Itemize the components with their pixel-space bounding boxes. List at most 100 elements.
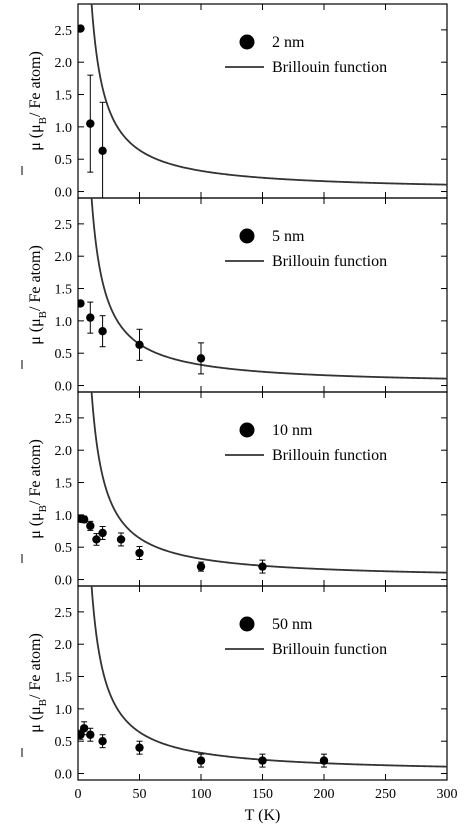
x-tick-label: 50 xyxy=(133,787,147,802)
data-point-group xyxy=(135,546,144,560)
y-tick-label: 1.0 xyxy=(55,703,73,718)
data-point xyxy=(116,535,126,544)
legend-label-brillouin: Brillouin function xyxy=(272,447,387,464)
data-point xyxy=(92,535,101,544)
y-tick-label: 1.5 xyxy=(55,671,73,686)
y-tick-label: 0.5 xyxy=(55,541,73,556)
y-tick-label: 2.0 xyxy=(55,638,73,653)
legend-label-brillouin: Brillouin function xyxy=(272,253,387,270)
data-point xyxy=(78,299,85,308)
y-tick-label: 0.0 xyxy=(55,380,73,395)
data-point-group xyxy=(92,533,101,546)
y-tick-label: 1.5 xyxy=(55,283,73,298)
y-tick-label: 1.0 xyxy=(55,509,73,524)
panel-2: 0.0 0.5 1.0 1.5 2.0 2.5 5 nm Brillouin function… xyxy=(21,197,448,395)
brillouin-curve xyxy=(90,4,447,186)
data-point-group xyxy=(78,24,85,33)
x-axis: 0 50 100 150 200 250 300 xyxy=(75,787,458,802)
data-point-group xyxy=(258,753,267,768)
panel-frame xyxy=(77,585,448,781)
y-tick-label: 1.5 xyxy=(55,477,73,492)
brillouin-curve xyxy=(90,392,447,574)
data-point xyxy=(258,756,267,765)
data-point-group xyxy=(196,561,206,572)
y-tick-label: 2.5 xyxy=(55,218,73,233)
data-point xyxy=(79,515,89,524)
y-tick-label: 2.5 xyxy=(55,412,73,427)
x-tick-label: 0 xyxy=(75,787,82,802)
y-tick-label: 0.5 xyxy=(55,347,73,362)
legend-label-series: 2 nm xyxy=(272,34,305,51)
panel-frame xyxy=(77,197,448,393)
data-point xyxy=(86,313,95,322)
legend-marker xyxy=(239,34,255,50)
y-tick-label: 2.5 xyxy=(55,24,73,39)
data-point xyxy=(86,119,95,128)
data-point-group xyxy=(135,328,144,361)
data-point-group xyxy=(98,101,107,198)
brillouin-curve xyxy=(90,586,447,768)
data-point-group xyxy=(98,734,107,749)
data-point xyxy=(196,562,206,571)
data-point-group xyxy=(86,74,95,173)
data-point-group xyxy=(98,315,107,348)
data-point-group xyxy=(86,520,95,531)
data-point xyxy=(196,756,206,765)
data-point xyxy=(98,737,107,746)
data-point-group xyxy=(196,753,206,768)
y-axis-title: μ (μB/ Fe atom) xyxy=(27,633,49,733)
legend-label-series: 10 nm xyxy=(272,422,313,439)
y-axis-title: μ (μB/ Fe atom) xyxy=(27,439,49,539)
data-point-group xyxy=(135,740,144,755)
x-tick-label: 150 xyxy=(252,787,273,802)
legend-marker xyxy=(239,616,255,632)
data-point-group xyxy=(258,559,267,574)
x-axis-title: T (K) xyxy=(245,807,281,824)
data-point xyxy=(196,354,206,363)
data-point-group xyxy=(79,515,89,524)
y-axis-title: μ (μB/ Fe atom) xyxy=(27,51,49,151)
y-tick-label: 1.0 xyxy=(55,315,73,330)
legend-label-brillouin: Brillouin function xyxy=(272,59,387,76)
data-point xyxy=(98,327,107,336)
legend-label-series: 50 nm xyxy=(272,616,313,633)
x-tick-label: 100 xyxy=(191,787,212,802)
data-point xyxy=(319,756,329,765)
x-tick-label: 300 xyxy=(437,787,458,802)
brillouin-curve xyxy=(90,198,447,380)
data-point xyxy=(258,562,267,571)
data-point-group xyxy=(86,301,95,334)
y-tick-label: 1.0 xyxy=(55,121,73,136)
data-point xyxy=(78,24,85,33)
data-point-group xyxy=(116,532,126,547)
legend-marker xyxy=(239,228,255,244)
data-point xyxy=(86,730,95,739)
data-point xyxy=(86,521,95,531)
data-point-group xyxy=(98,526,107,540)
y-tick-label: 0.0 xyxy=(55,186,73,201)
y-tick-label: 2.0 xyxy=(55,56,73,71)
data-point xyxy=(135,548,144,558)
panels: 0.0 0.5 1.0 1.5 2.0 2.5 2 nm Brillouin function… xyxy=(21,3,448,783)
y-tick-label: 2.0 xyxy=(55,250,73,265)
data-point-group xyxy=(319,753,329,768)
panel-4: 0.0 0.5 1.0 1.5 2.0 2.5 50 nm Brillouin functio… xyxy=(21,585,448,783)
panel-frame xyxy=(77,391,448,587)
panel-3: 0.0 0.5 1.0 1.5 2.0 2.5 10 nm Brillouin functio… xyxy=(21,391,448,589)
panel-frame xyxy=(77,3,448,199)
data-point xyxy=(98,528,107,538)
data-point-group xyxy=(78,299,85,308)
y-tick-label: 2.5 xyxy=(55,606,73,621)
y-tick-label: 2.0 xyxy=(55,444,73,459)
y-axis-title: μ (μB/ Fe atom) xyxy=(27,245,49,345)
data-point xyxy=(135,743,144,752)
data-point xyxy=(135,340,144,349)
legend-label-series: 5 nm xyxy=(272,228,305,245)
y-tick-label: 0.0 xyxy=(55,768,73,783)
data-point-group xyxy=(86,727,95,742)
legend-label-brillouin: Brillouin function xyxy=(272,641,387,658)
y-tick-label: 0.5 xyxy=(55,153,73,168)
x-tick-label: 250 xyxy=(375,787,396,802)
legend-marker xyxy=(239,422,255,438)
